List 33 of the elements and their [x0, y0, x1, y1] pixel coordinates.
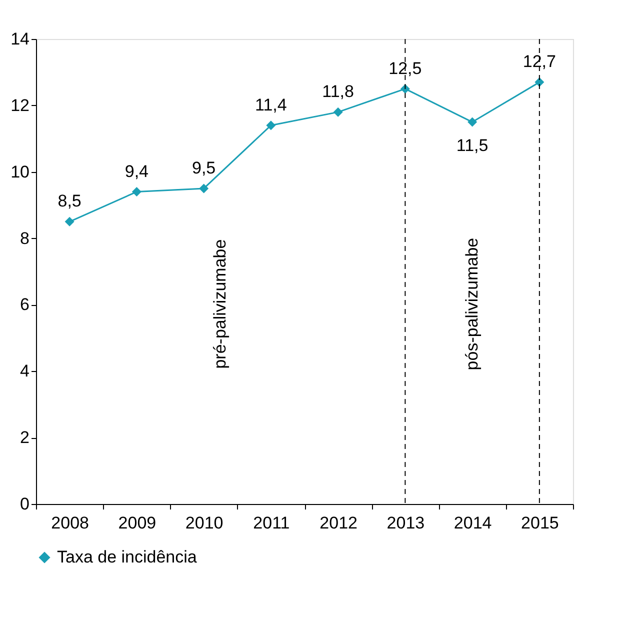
y-tick-label: 14 [10, 30, 30, 48]
x-tick-label: 2010 [185, 514, 224, 532]
data-label: 12,5 [388, 58, 422, 78]
x-tick-label: 2011 [253, 514, 290, 532]
x-tick-label: 2013 [386, 514, 425, 532]
data-label: 12,7 [522, 52, 556, 72]
data-label: 8,5 [58, 192, 82, 211]
y-tick-label: 6 [20, 295, 30, 314]
y-tick-label: 2 [20, 428, 30, 448]
annotation: pré-palivizumabe [210, 239, 230, 369]
point [199, 184, 209, 194]
data-label: 11,5 [456, 136, 488, 156]
data-label: 9,5 [192, 158, 216, 178]
x-tick-label: 2008 [51, 514, 89, 532]
data-label: 11,4 [255, 95, 287, 114]
x-tick-label: 2015 [521, 514, 559, 532]
point [132, 187, 142, 197]
legend-label: Taxa de incidência [57, 548, 198, 566]
point [266, 120, 276, 130]
x-tick-label: 2009 [118, 514, 156, 532]
y-tick-label: 10 [10, 162, 30, 182]
y-tick-label: 0 [20, 494, 30, 514]
annotation: pós-palivizumabe [462, 238, 482, 370]
x-tick-label: 2014 [454, 514, 492, 532]
y-tick-label: 4 [20, 362, 30, 381]
y-tick-label: 12 [10, 96, 30, 115]
point [333, 107, 343, 117]
y-tick-label: 8 [20, 228, 30, 248]
point [64, 216, 74, 226]
data-label: 9,4 [124, 162, 149, 181]
x-tick-label: 2012 [320, 514, 358, 532]
data-label: 11,8 [322, 82, 354, 102]
point [468, 117, 478, 127]
